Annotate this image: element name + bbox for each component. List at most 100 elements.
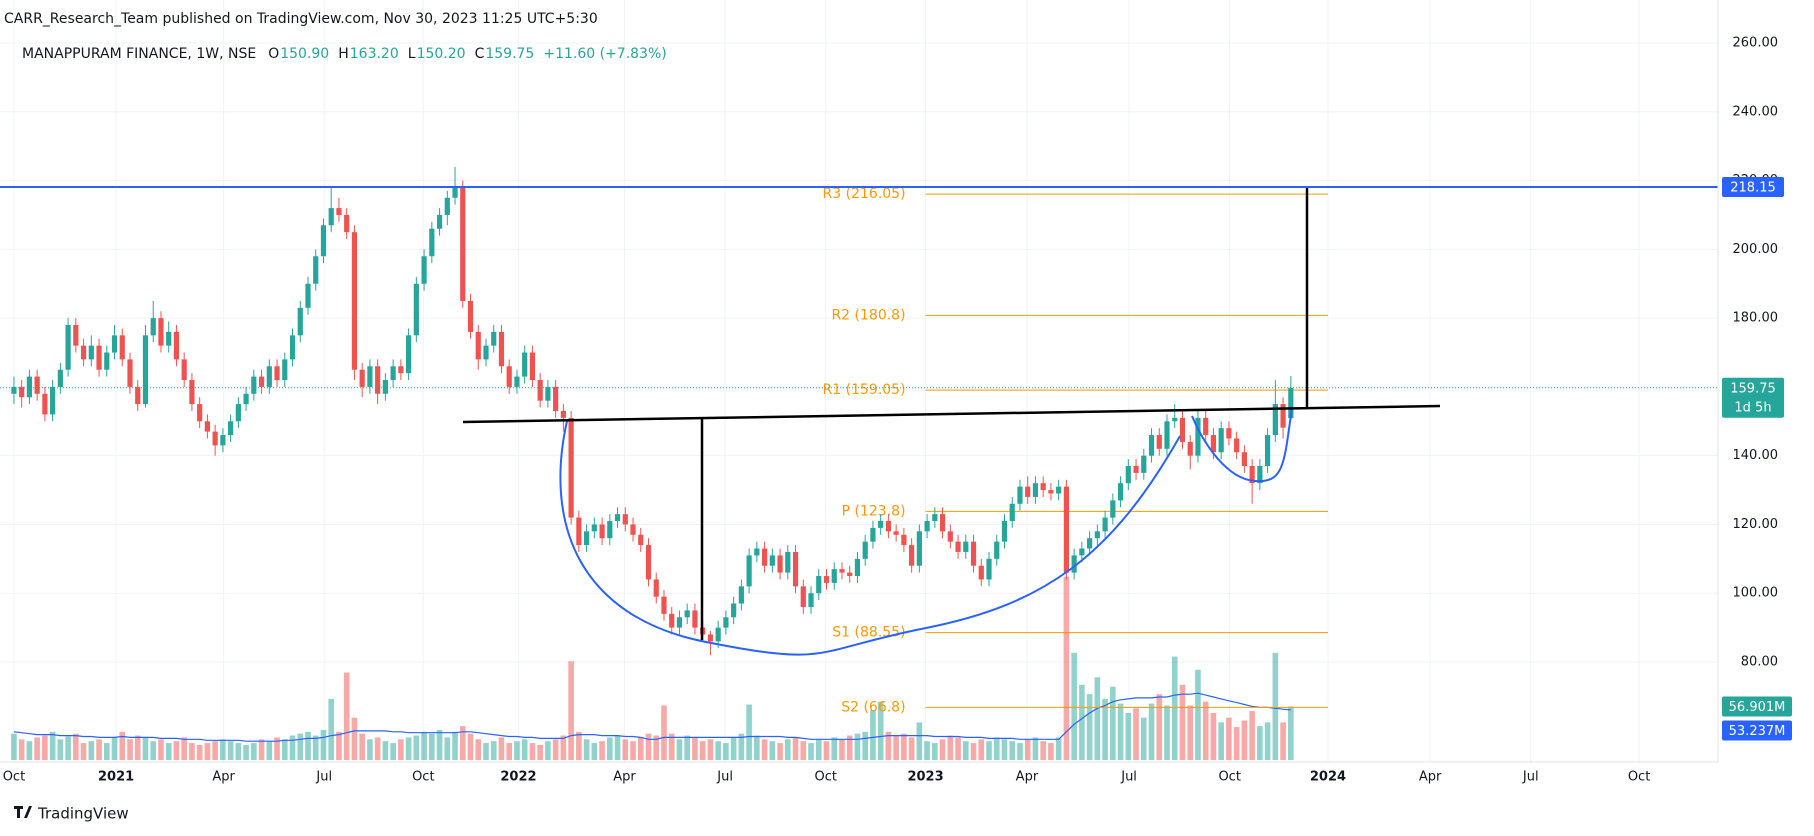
footer-text: TradingView	[37, 805, 129, 823]
volume-bar	[583, 739, 590, 760]
volume-bar	[429, 733, 435, 760]
volume-bar	[576, 731, 582, 760]
legend-value: 150.20	[417, 46, 466, 62]
candle-body	[506, 366, 512, 387]
volume-bar	[413, 735, 420, 760]
volume-bar	[212, 741, 218, 760]
candle-body	[607, 521, 613, 539]
volume-bar	[823, 741, 830, 760]
volume-bar	[854, 733, 861, 760]
candle-body	[429, 228, 435, 257]
candle-body	[1025, 486, 1031, 497]
candle-body	[42, 393, 48, 415]
candle-body	[297, 307, 303, 336]
candle-body	[529, 352, 536, 381]
candle-body	[266, 366, 272, 387]
volume-bar	[220, 739, 226, 760]
candle-body	[692, 610, 698, 628]
hline-price-label: 218.15	[1730, 180, 1776, 195]
volume-bar	[459, 726, 466, 760]
candle-body	[653, 579, 659, 597]
candle-body	[375, 366, 381, 394]
volume-bar	[684, 735, 690, 760]
y-tick-label: 260.00	[1733, 36, 1779, 51]
candle-body	[576, 517, 582, 546]
candle-body	[150, 318, 156, 336]
volume-bar	[785, 739, 791, 760]
candle-body	[777, 555, 783, 573]
volume-bar	[467, 733, 474, 760]
volume-bar	[281, 739, 288, 760]
x-tick-label: 2022	[500, 770, 536, 785]
volume-bar	[537, 744, 543, 760]
volume-bar	[34, 737, 40, 760]
volume-bar	[103, 743, 110, 760]
x-tick-label: Apr	[1016, 770, 1039, 785]
volume-bar	[251, 743, 257, 760]
candle-body	[1164, 421, 1170, 449]
candle-body	[754, 548, 760, 556]
candle-body	[909, 545, 915, 566]
candle-body	[467, 300, 474, 332]
candle-body	[243, 393, 249, 405]
volume-bar	[274, 737, 280, 760]
candle-body	[545, 386, 551, 401]
candle-body	[1094, 531, 1100, 539]
volume-bar	[1040, 741, 1046, 760]
candle-body	[1001, 521, 1008, 542]
candle-body	[220, 435, 226, 446]
volume-bar	[723, 743, 729, 760]
legend-key: H	[338, 46, 349, 62]
candle-body	[328, 208, 334, 226]
candle-body	[537, 380, 543, 401]
candle-body	[939, 514, 946, 532]
volume-bar	[258, 739, 265, 760]
candle-body	[746, 555, 752, 587]
volume-bar	[96, 739, 102, 760]
y-tick-label: 200.00	[1733, 242, 1779, 257]
candle-body	[282, 359, 288, 381]
volume-bar	[405, 737, 412, 760]
volume-bar	[738, 733, 745, 760]
volume-bar	[498, 737, 505, 760]
candle-body	[460, 187, 466, 301]
volume-bar	[227, 741, 234, 760]
candle-body	[1148, 435, 1155, 456]
volume-bar	[1195, 669, 1201, 760]
volume-bar	[173, 741, 180, 760]
volume-bar	[815, 739, 822, 760]
volume-bar	[800, 741, 807, 760]
volume-bar	[127, 739, 133, 760]
price-lines	[0, 185, 1718, 389]
volume-bar	[1024, 739, 1031, 760]
candle-body	[1156, 435, 1162, 449]
candle-body	[870, 527, 876, 542]
candle-body	[96, 345, 102, 370]
volume-bar	[676, 739, 683, 760]
volume-bar	[1071, 652, 1077, 760]
candle-body	[181, 359, 187, 381]
volume-bar	[305, 731, 311, 760]
legend-value: 150.90	[280, 46, 329, 62]
candle-body	[599, 524, 605, 539]
candle-body	[421, 256, 427, 284]
candle-body	[1125, 465, 1131, 484]
candle-body	[406, 335, 412, 374]
volume-bar	[1102, 698, 1108, 760]
candle-body	[305, 283, 311, 308]
candle-body	[1117, 483, 1124, 501]
candle-body	[1218, 428, 1224, 453]
x-tick-label: Oct	[3, 770, 25, 785]
volume-bar	[1017, 743, 1023, 760]
candle-body	[34, 376, 40, 394]
volume-bar	[289, 735, 296, 760]
candle-body	[119, 335, 125, 360]
x-tick-label: Oct	[412, 770, 434, 785]
candle-body	[514, 376, 520, 387]
candle-body	[1071, 555, 1077, 573]
candle-body	[963, 541, 969, 552]
volume-bar	[444, 737, 451, 760]
candle-body	[986, 558, 992, 580]
volume-bar	[1164, 705, 1170, 760]
